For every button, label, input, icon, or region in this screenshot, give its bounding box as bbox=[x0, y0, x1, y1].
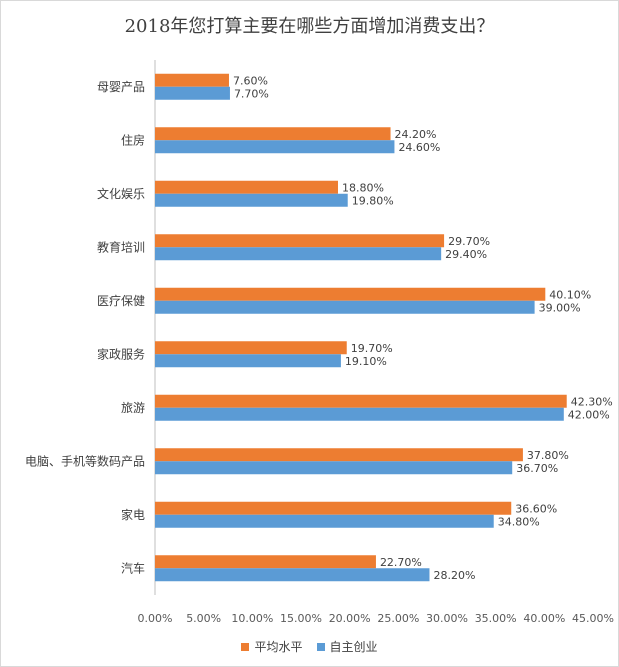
bar-series-1 bbox=[155, 140, 395, 154]
category-label: 家政服务 bbox=[97, 346, 145, 361]
x-tick-label: 45.00% bbox=[572, 612, 614, 625]
x-tick-label: 40.00% bbox=[523, 612, 565, 625]
data-label-series-1: 36.70% bbox=[516, 462, 558, 475]
legend-label-series-0: 平均水平 bbox=[254, 640, 303, 654]
bar-series-1 bbox=[155, 354, 341, 368]
bar-series-1 bbox=[155, 461, 513, 475]
bar-series-0 bbox=[155, 234, 445, 248]
x-tick-label: 20.00% bbox=[329, 612, 371, 625]
bar-series-0 bbox=[155, 501, 512, 515]
legend-swatch-series-1 bbox=[316, 642, 325, 651]
category-label: 旅游 bbox=[121, 401, 145, 415]
category-label: 家电 bbox=[121, 507, 145, 522]
legend-label-series-1: 自主创业 bbox=[329, 640, 378, 654]
legend-item-series-1: 自主创业 bbox=[316, 638, 378, 655]
data-label-series-1: 19.80% bbox=[352, 194, 394, 207]
bar-series-1 bbox=[155, 568, 430, 582]
bar-series-0 bbox=[155, 448, 523, 462]
legend-swatch-series-0 bbox=[241, 642, 250, 651]
bar-series-0 bbox=[155, 180, 338, 194]
x-tick-label: 15.00% bbox=[280, 612, 322, 625]
data-label-series-0: 42.30% bbox=[571, 395, 613, 408]
bar-series-1 bbox=[155, 407, 564, 421]
data-label-series-0: 36.60% bbox=[515, 502, 557, 515]
data-label-series-1: 29.40% bbox=[445, 248, 487, 261]
data-label-series-1: 19.10% bbox=[345, 355, 387, 368]
x-tick-label: 0.00% bbox=[138, 612, 173, 625]
data-label-series-0: 37.80% bbox=[527, 449, 569, 462]
category-label: 母婴产品 bbox=[97, 80, 145, 94]
chart-title: 2018年您打算主要在哪些方面增加消费支出？ bbox=[124, 16, 495, 37]
data-label-series-0: 40.10% bbox=[549, 288, 591, 301]
bar-series-1 bbox=[155, 514, 494, 528]
category-label: 文化娱乐 bbox=[97, 186, 145, 201]
data-label-series-1: 7.70% bbox=[234, 87, 269, 100]
category-label: 住房 bbox=[121, 132, 145, 147]
bar-series-1 bbox=[155, 300, 535, 314]
data-label-series-1: 42.00% bbox=[568, 408, 610, 421]
category-label: 医疗保健 bbox=[97, 294, 145, 308]
x-tick-label: 30.00% bbox=[426, 612, 468, 625]
data-label-series-0: 19.70% bbox=[351, 342, 393, 355]
data-label-series-1: 28.20% bbox=[433, 569, 475, 582]
bar-series-0 bbox=[155, 127, 391, 141]
category-label: 教育培训 bbox=[97, 239, 145, 254]
category-label: 电脑、手机等数码产品 bbox=[25, 453, 145, 468]
bar-series-0 bbox=[155, 555, 376, 569]
x-tick-label: 35.00% bbox=[475, 612, 517, 625]
data-label-series-0: 29.70% bbox=[448, 235, 490, 248]
data-label-series-0: 24.20% bbox=[395, 128, 437, 141]
bar-series-1 bbox=[155, 193, 348, 207]
bar-series-1 bbox=[155, 247, 442, 261]
data-label-series-0: 7.60% bbox=[233, 74, 268, 87]
bar-series-0 bbox=[155, 394, 567, 408]
bar-series-1 bbox=[155, 86, 230, 100]
bar-series-0 bbox=[155, 341, 347, 355]
x-tick-label: 10.00% bbox=[231, 612, 273, 625]
bar-series-0 bbox=[155, 287, 546, 301]
legend: 平均水平 自主创业 bbox=[0, 638, 619, 655]
data-label-series-1: 34.80% bbox=[498, 515, 540, 528]
data-label-series-1: 39.00% bbox=[539, 301, 581, 314]
data-label-series-1: 24.60% bbox=[398, 141, 440, 154]
bar-series-0 bbox=[155, 73, 229, 87]
legend-item-series-0: 平均水平 bbox=[241, 638, 303, 655]
x-tick-label: 5.00% bbox=[186, 612, 221, 625]
data-label-series-0: 18.80% bbox=[342, 181, 384, 194]
x-tick-label: 25.00% bbox=[377, 612, 419, 625]
data-label-series-0: 22.70% bbox=[380, 556, 422, 569]
category-label: 汽车 bbox=[121, 560, 145, 575]
